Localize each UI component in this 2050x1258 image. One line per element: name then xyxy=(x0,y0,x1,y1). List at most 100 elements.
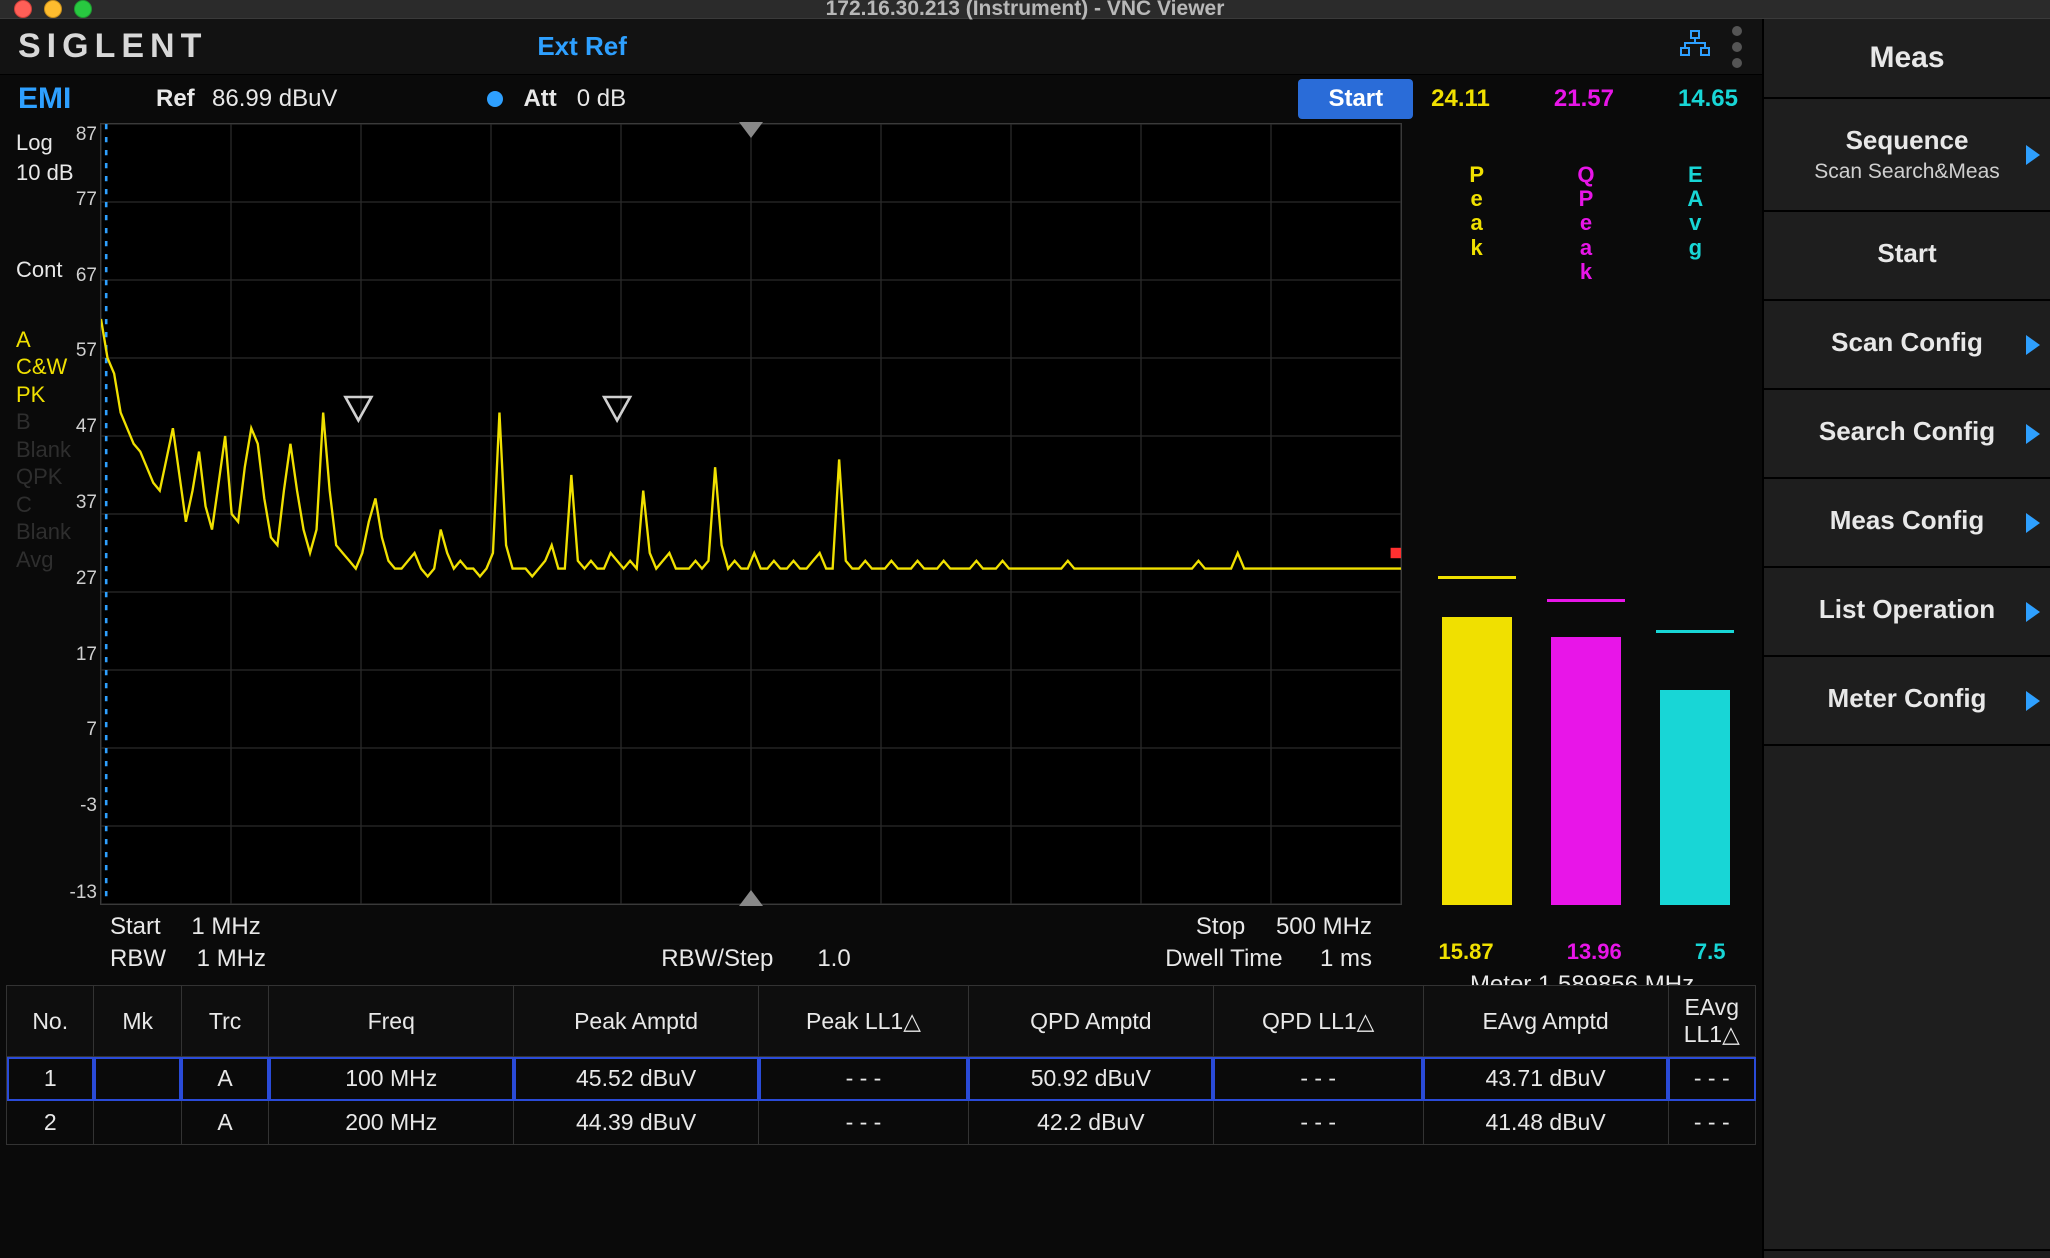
window-title: 172.16.30.213 (Instrument) - VNC Viewer xyxy=(0,0,2050,21)
menu-item-label: Sequence xyxy=(1846,125,1969,156)
table-cell: - - - xyxy=(1213,1057,1423,1101)
att-label: Att xyxy=(523,85,556,113)
ref-label: Ref xyxy=(156,85,212,113)
menu-item-label: Meter Config xyxy=(1828,683,1987,714)
table-header[interactable]: Peak LL1△ xyxy=(759,986,969,1057)
rbw-value: 1 MHz xyxy=(197,945,266,973)
table-cell: - - - xyxy=(1668,1101,1756,1145)
menu-item-label: List Operation xyxy=(1819,594,1995,625)
dwell-label: Dwell Time xyxy=(1165,945,1282,973)
plot-footer: Start 1 MHz Stop 500 MHz RBW 1 MHz RBW/S… xyxy=(0,905,1762,985)
table-cell xyxy=(94,1057,181,1101)
chevron-right-icon xyxy=(2026,145,2040,165)
side-menu: Meas Sequence Scan Search&Meas Start Scan C… xyxy=(1762,19,2050,1258)
stop-freq-label: Stop xyxy=(1196,913,1245,941)
menu-item-label: Search Config xyxy=(1819,416,1995,447)
ytick-label: 77 xyxy=(63,189,97,211)
start-freq-label: Start xyxy=(110,913,161,941)
signal-table: No.MkTrcFreqPeak AmptdPeak LL1△QPD Amptd… xyxy=(0,985,1762,1258)
chevron-right-icon xyxy=(2026,335,2040,355)
mode-label: EMI xyxy=(18,82,98,116)
table-cell: - - - xyxy=(759,1101,969,1145)
meter-cur-eavg: 7.5 xyxy=(1695,939,1726,965)
table-cell: 100 MHz xyxy=(269,1057,514,1101)
table-header[interactable]: Trc xyxy=(181,986,268,1057)
meter-label-peak: Peak xyxy=(1469,163,1484,260)
brand-logo: SIGLENT xyxy=(18,27,207,66)
ytick-label: 37 xyxy=(63,492,97,514)
menu-item-start[interactable]: Start xyxy=(1764,212,2050,301)
ytick-label: 17 xyxy=(63,644,97,666)
menu-item-meter-config[interactable]: Meter Config xyxy=(1764,657,2050,746)
chevron-right-icon xyxy=(2026,602,2040,622)
table-header[interactable]: Freq xyxy=(269,986,514,1057)
menu-item-label: Start xyxy=(1877,238,1936,269)
table-cell: 44.39 dBuV xyxy=(514,1101,759,1145)
menu-item-search-config[interactable]: Search Config xyxy=(1764,390,2050,479)
menu-item-label: Meas Config xyxy=(1830,505,1985,536)
meter-cur-peak: 15.87 xyxy=(1439,939,1494,965)
table-header[interactable]: Peak Amptd xyxy=(514,986,759,1057)
table-cell: 200 MHz xyxy=(269,1101,514,1145)
table-cell: - - - xyxy=(759,1057,969,1101)
table-cell: 43.71 dBuV xyxy=(1423,1057,1668,1101)
marker-bottom-icon xyxy=(739,890,763,906)
menu-item-list-operation[interactable]: List Operation xyxy=(1764,568,2050,657)
table-header[interactable]: EAvg Amptd xyxy=(1423,986,1668,1057)
window-titlebar: 172.16.30.213 (Instrument) - VNC Viewer xyxy=(0,0,2050,19)
ytick-label: -3 xyxy=(63,795,97,817)
chevron-right-icon xyxy=(2026,691,2040,711)
start-button[interactable]: Start xyxy=(1298,79,1413,119)
menu-item-scan-config[interactable]: Scan Config xyxy=(1764,301,2050,390)
start-freq-value: 1 MHz xyxy=(191,913,260,941)
table-header[interactable]: QPD LL1△ xyxy=(1213,986,1423,1057)
ytick-label: 7 xyxy=(63,719,97,741)
table-cell: 42.2 dBuV xyxy=(968,1101,1213,1145)
local-button[interactable]: Local xyxy=(1764,1249,2050,1258)
meter-top-peak: 24.11 xyxy=(1431,85,1490,113)
chevron-right-icon xyxy=(2026,513,2040,533)
rbwstep-value: 1.0 xyxy=(817,945,850,973)
table-cell: 45.52 dBuV xyxy=(514,1057,759,1101)
meter-cur-qpeak: 13.96 xyxy=(1567,939,1622,965)
menu-item-label: Scan Config xyxy=(1831,327,1983,358)
stop-freq-value: 500 MHz xyxy=(1276,913,1372,941)
ytick-label: 57 xyxy=(63,340,97,362)
table-cell: A xyxy=(181,1057,268,1101)
table-row[interactable]: 2A200 MHz44.39 dBuV- - -42.2 dBuV- - -41… xyxy=(7,1101,1756,1145)
ext-ref-indicator: Ext Ref xyxy=(537,31,627,62)
rbw-label: RBW xyxy=(110,945,166,973)
ytick-label: 27 xyxy=(63,568,97,590)
table-cell: 41.48 dBuV xyxy=(1423,1101,1668,1145)
table-header[interactable]: No. xyxy=(7,986,94,1057)
table-cell: 50.92 dBuV xyxy=(968,1057,1213,1101)
table-cell: 2 xyxy=(7,1101,94,1145)
ref-row: EMI Ref 86.99 dBuV Att 0 dB Start 24.112… xyxy=(0,75,1762,123)
meter-top-qpeak: 21.57 xyxy=(1554,85,1614,113)
menu-title: Meas xyxy=(1764,19,2050,99)
table-header[interactable]: QPD Amptd xyxy=(968,986,1213,1057)
network-icon[interactable] xyxy=(1680,30,1710,63)
meter-label-eavg: EAvg xyxy=(1687,163,1703,260)
spectrum-plot[interactable]: 87776757473727177-3-13 xyxy=(100,123,1402,905)
meter-label-qpeak: QPeak xyxy=(1577,163,1594,284)
table-row[interactable]: 1A100 MHz45.52 dBuV- - -50.92 dBuV- - -4… xyxy=(7,1057,1756,1101)
ytick-label: 67 xyxy=(63,265,97,287)
menu-item-sequence[interactable]: Sequence Scan Search&Meas xyxy=(1764,99,2050,212)
table-header[interactable]: Mk xyxy=(94,986,181,1057)
ref-value: 86.99 dBuV xyxy=(212,85,337,113)
meter-panel: Peak QPeak EAvg xyxy=(1402,123,1762,905)
menu-item-meas-config[interactable]: Meas Config xyxy=(1764,479,2050,568)
dwell-value: 1 ms xyxy=(1320,945,1372,973)
table-header[interactable]: EAvg LL1△ xyxy=(1668,986,1756,1057)
ytick-label: 87 xyxy=(63,124,97,146)
rbwstep-label: RBW/Step xyxy=(661,945,773,973)
more-icon[interactable] xyxy=(1732,26,1742,68)
meter-bar-eavg: EAvg xyxy=(1660,129,1730,905)
table-cell: A xyxy=(181,1101,268,1145)
att-indicator-icon xyxy=(487,91,503,107)
table-cell: - - - xyxy=(1668,1057,1756,1101)
menu-item-sublabel: Scan Search&Meas xyxy=(1814,160,2000,184)
table-cell xyxy=(94,1101,181,1145)
meter-bar-peak: Peak xyxy=(1442,129,1512,905)
